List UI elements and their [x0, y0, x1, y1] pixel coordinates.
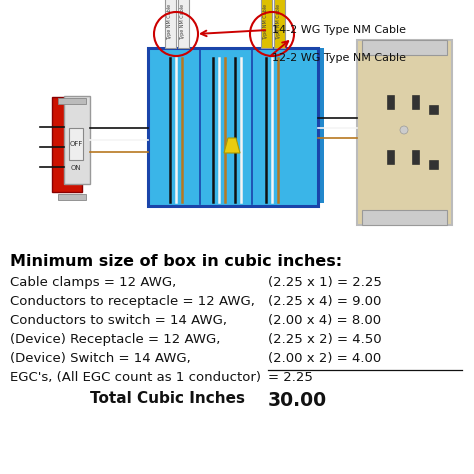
Text: Type NM Cable: Type NM Cable [276, 4, 282, 40]
Bar [412, 95, 419, 109]
Text: (2.25 x 1) = 2.25: (2.25 x 1) = 2.25 [268, 276, 382, 289]
Text: = 2.25: = 2.25 [268, 371, 313, 384]
Bar [387, 95, 394, 109]
Bar [387, 150, 394, 164]
Bar [429, 160, 438, 169]
Bar [362, 210, 447, 225]
Bar [357, 40, 452, 225]
Text: EGC's, (All EGC count as 1 conductor): EGC's, (All EGC count as 1 conductor) [10, 371, 261, 384]
Text: Type NM Cable: Type NM Cable [181, 4, 185, 40]
Text: 12-2 WG Type NM Cable: 12-2 WG Type NM Cable [272, 53, 406, 63]
Text: (Device) Switch = 14 AWG,: (Device) Switch = 14 AWG, [10, 352, 191, 365]
Bar [274, 0, 285, 48]
Text: Conductors to receptacle = 12 AWG,: Conductors to receptacle = 12 AWG, [10, 295, 255, 308]
Text: (2.25 x 2) = 4.50: (2.25 x 2) = 4.50 [268, 333, 382, 346]
Bar [429, 105, 438, 114]
Bar [52, 97, 82, 192]
Bar [69, 128, 83, 160]
Bar [178, 0, 189, 48]
Bar [165, 0, 176, 48]
Bar [58, 98, 86, 104]
Text: OFF: OFF [69, 141, 82, 147]
Text: Type NM Cable: Type NM Cable [167, 4, 173, 40]
Text: 30.00: 30.00 [268, 391, 327, 410]
Text: (2.25 x 4) = 9.00: (2.25 x 4) = 9.00 [268, 295, 382, 308]
Text: (Device) Receptacle = 12 AWG,: (Device) Receptacle = 12 AWG, [10, 333, 220, 346]
Bar [318, 48, 324, 203]
Bar [362, 40, 447, 55]
Bar [151, 201, 318, 206]
Bar [261, 0, 272, 48]
Text: Conductors to switch = 14 AWG,: Conductors to switch = 14 AWG, [10, 314, 227, 327]
Bar [412, 150, 419, 164]
Text: Minimum size of box in cubic inches:: Minimum size of box in cubic inches: [10, 254, 342, 269]
Text: Cable clamps = 12 AWG,: Cable clamps = 12 AWG, [10, 276, 176, 289]
Circle shape [400, 126, 408, 134]
Bar [0, 0, 474, 235]
Text: Type NM Cable: Type NM Cable [264, 4, 268, 40]
Text: 14-2 WG Type NM Cable: 14-2 WG Type NM Cable [272, 25, 406, 35]
Text: Total Cubic Inches: Total Cubic Inches [90, 391, 245, 406]
Bar [64, 96, 90, 184]
Polygon shape [224, 138, 240, 153]
Text: (2.00 x 4) = 8.00: (2.00 x 4) = 8.00 [268, 314, 381, 327]
Bar [58, 194, 86, 200]
Text: ON: ON [71, 165, 82, 171]
Bar [148, 48, 318, 206]
Text: (2.00 x 2) = 4.00: (2.00 x 2) = 4.00 [268, 352, 381, 365]
